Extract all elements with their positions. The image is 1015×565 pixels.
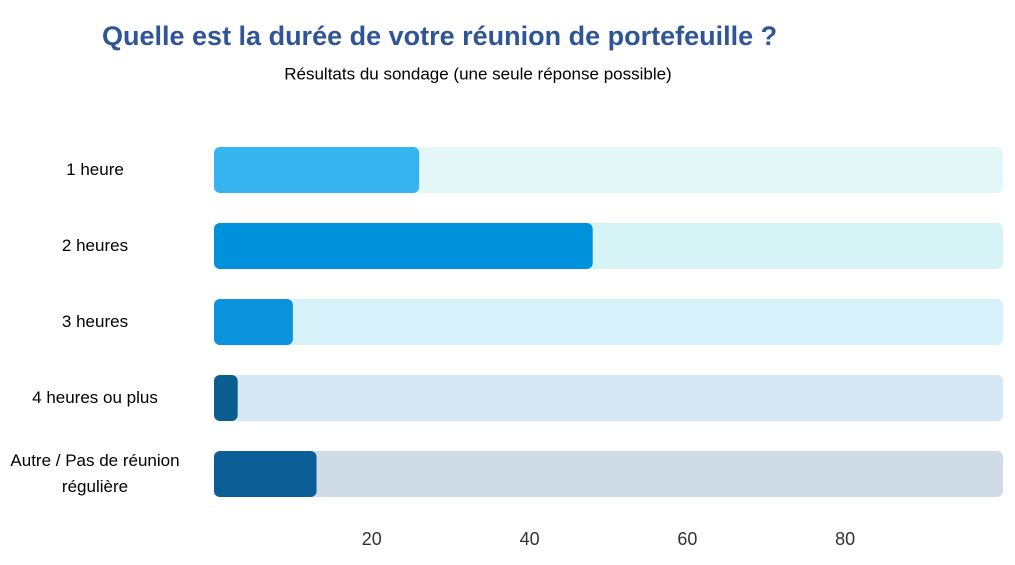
bar xyxy=(214,375,238,421)
bar-track xyxy=(214,375,1003,421)
bar xyxy=(214,147,420,193)
x-tick-label: 40 xyxy=(520,529,540,549)
category-label: 4 heures ou plus xyxy=(32,388,158,407)
bar-track xyxy=(214,451,1003,497)
category-label: 1 heure xyxy=(66,160,124,179)
x-tick-label: 80 xyxy=(835,529,855,549)
bar xyxy=(214,451,317,497)
bar-track xyxy=(214,299,1003,345)
chart-subtitle: Résultats du sondage (une seule réponse … xyxy=(284,64,671,83)
x-tick-label: 20 xyxy=(362,529,382,549)
category-label: Autre / Pas de réunion régulière xyxy=(10,451,180,496)
x-tick-label: 60 xyxy=(677,529,697,549)
chart-title: Quelle est la durée de votre réunion de … xyxy=(102,21,777,51)
category-label: 3 heures xyxy=(61,312,129,331)
category-label: 2 heures xyxy=(61,236,129,255)
bar xyxy=(214,299,293,345)
bar xyxy=(214,223,593,269)
